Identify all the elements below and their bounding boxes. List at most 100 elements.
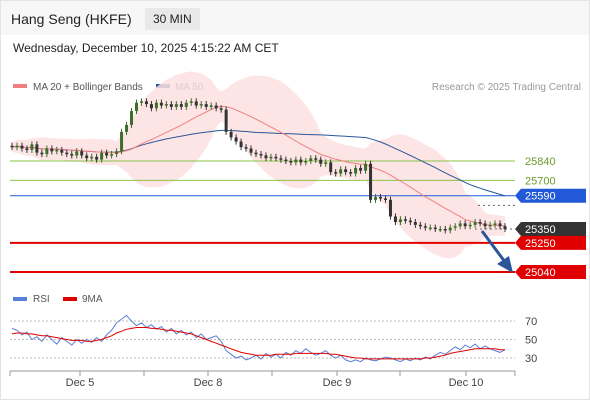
candle-body bbox=[169, 104, 173, 107]
candle-body bbox=[359, 167, 363, 171]
candle-body bbox=[299, 159, 303, 163]
forecast-arrow-head bbox=[497, 256, 513, 273]
x-tick-label: Dec 8 bbox=[194, 377, 223, 389]
candle-body bbox=[269, 156, 273, 159]
candle-body bbox=[30, 144, 34, 150]
candle-body bbox=[413, 222, 417, 225]
candle-body bbox=[194, 101, 198, 106]
candle-body bbox=[219, 108, 223, 110]
candle-body bbox=[110, 154, 114, 156]
candle-body bbox=[379, 197, 383, 199]
ma20-line bbox=[11, 105, 506, 227]
candle-body bbox=[349, 172, 353, 174]
candle-body bbox=[120, 131, 124, 152]
candle-body bbox=[493, 223, 497, 225]
candle-body bbox=[179, 104, 183, 107]
candle-body bbox=[463, 223, 467, 227]
candle-body bbox=[374, 197, 378, 200]
candle-body bbox=[149, 104, 153, 109]
rsi-tick-30: 30 bbox=[525, 353, 537, 365]
candle-body bbox=[388, 199, 392, 217]
timeframe-badge[interactable]: 30 MIN bbox=[145, 8, 200, 30]
source-credit: Research © 2025 Trading Central bbox=[432, 82, 581, 93]
x-tick-label: Dec 9 bbox=[323, 377, 352, 389]
candle-body bbox=[304, 161, 308, 163]
candle-body bbox=[284, 159, 288, 162]
candle-body bbox=[324, 162, 328, 164]
candle-body bbox=[95, 156, 99, 160]
candle-body bbox=[209, 105, 213, 107]
candle-body bbox=[314, 158, 318, 160]
candle-body bbox=[134, 102, 138, 112]
candle-body bbox=[214, 105, 218, 109]
candle-body bbox=[199, 104, 203, 106]
candle-body bbox=[159, 102, 163, 106]
candle-body bbox=[329, 162, 333, 173]
candle-body bbox=[264, 155, 268, 159]
candle-body bbox=[488, 224, 492, 227]
candle-body bbox=[369, 163, 373, 200]
candle-body bbox=[35, 144, 39, 153]
candle-body bbox=[428, 227, 432, 230]
candle-body bbox=[154, 102, 158, 109]
candle-body bbox=[309, 158, 313, 161]
candle-body bbox=[164, 104, 168, 106]
candle-body bbox=[229, 131, 233, 138]
candle-body bbox=[105, 152, 109, 156]
candle-body bbox=[498, 223, 502, 227]
candle-body bbox=[383, 198, 387, 200]
candle-body bbox=[174, 104, 178, 107]
candle-body bbox=[239, 141, 243, 148]
x-tick-label: Dec 10 bbox=[449, 377, 484, 389]
candle-body bbox=[65, 152, 69, 155]
level-label-25040: 25040 bbox=[525, 267, 556, 279]
candle-body bbox=[503, 226, 507, 229]
level-tag-25590 bbox=[515, 188, 586, 203]
timestamp: Wednesday, December 10, 2025 4:15:22 AM … bbox=[13, 41, 279, 55]
candle-body bbox=[438, 228, 442, 231]
candle-body bbox=[403, 219, 407, 221]
x-tick-label: Dec 5 bbox=[66, 377, 95, 389]
candle-body bbox=[60, 149, 64, 153]
candle-body bbox=[100, 152, 104, 160]
candle-body bbox=[50, 148, 54, 152]
legend-label-9ma: 9MA bbox=[82, 294, 103, 305]
level-label-25590: 25590 bbox=[525, 191, 556, 203]
candle-body bbox=[364, 163, 368, 171]
level-label-25350: 25350 bbox=[525, 224, 556, 236]
candle-body bbox=[15, 145, 19, 148]
candle-body bbox=[473, 222, 477, 225]
candle-body bbox=[448, 227, 452, 231]
candle-body bbox=[25, 148, 29, 151]
candle-body bbox=[234, 137, 238, 142]
candle-body bbox=[483, 223, 487, 227]
candle-body bbox=[334, 172, 338, 174]
level-label-25700: 25700 bbox=[525, 175, 556, 187]
candle-body bbox=[184, 102, 188, 107]
rsi-9ma-line bbox=[11, 327, 505, 360]
candle-body bbox=[478, 222, 482, 224]
candle-body bbox=[274, 156, 278, 159]
level-label-25250: 25250 bbox=[525, 238, 556, 250]
candle-body bbox=[45, 148, 49, 155]
candle-body bbox=[10, 145, 14, 148]
rsi-tick-50: 50 bbox=[525, 335, 537, 347]
candle-body bbox=[289, 161, 293, 163]
chart-header: Hang Seng (HKFE) 30 MIN bbox=[1, 1, 589, 35]
candle-body bbox=[130, 111, 134, 125]
candle-body bbox=[125, 124, 129, 132]
candle-body bbox=[139, 101, 143, 103]
legend-swatch-rsi bbox=[13, 297, 27, 301]
candle-body bbox=[144, 101, 148, 105]
candle-body bbox=[319, 159, 323, 164]
candle-body bbox=[224, 109, 228, 132]
candle-body bbox=[244, 147, 248, 149]
candle-body bbox=[354, 167, 358, 174]
legend-swatch-9ma bbox=[63, 297, 77, 301]
candle-body bbox=[80, 151, 84, 156]
candle-body bbox=[204, 104, 208, 107]
legend-label-ma20: MA 20 + Bollinger Bands bbox=[33, 82, 143, 93]
candle-body bbox=[259, 154, 263, 156]
candle-body bbox=[189, 101, 193, 103]
